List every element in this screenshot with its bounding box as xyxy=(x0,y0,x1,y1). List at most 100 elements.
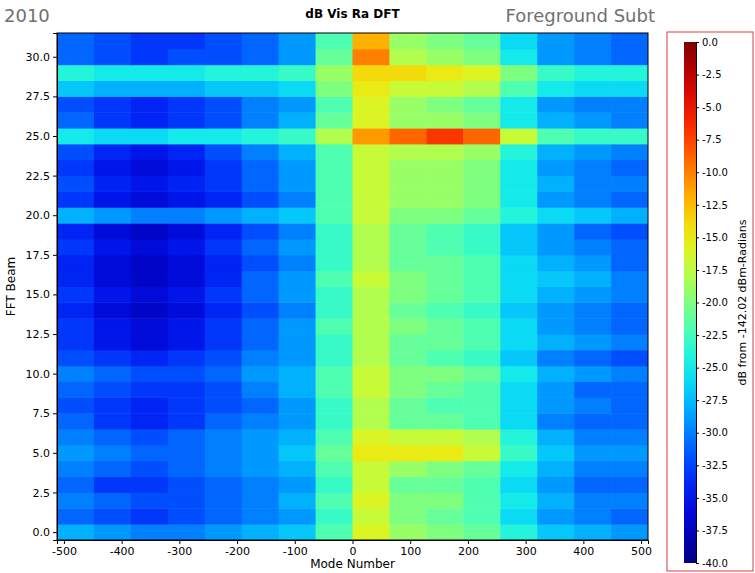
heatmap-cell xyxy=(574,492,611,508)
heatmap-cell xyxy=(537,350,574,366)
heatmap-cell xyxy=(389,176,426,192)
heatmap-cell xyxy=(353,350,390,366)
heatmap-cell xyxy=(574,49,611,65)
heatmap-cell xyxy=(500,160,537,176)
heatmap-cell xyxy=(168,128,205,144)
heatmap-cell xyxy=(242,366,279,382)
heatmap-cell xyxy=(389,96,426,112)
tick: 27.5 xyxy=(26,90,58,103)
heatmap-cell xyxy=(316,524,353,540)
x-axis-title: Mode Number xyxy=(310,557,395,571)
heatmap-cell xyxy=(205,255,242,271)
heatmap-cell xyxy=(279,112,316,128)
heatmap-cell xyxy=(611,49,648,65)
heatmap-cell xyxy=(57,223,94,239)
heatmap-cell xyxy=(389,302,426,318)
heatmap-cell xyxy=(426,271,463,287)
heatmap-cell xyxy=(500,207,537,223)
tick: 0.0 xyxy=(33,526,58,539)
heatmap-cell xyxy=(242,318,279,334)
heatmap-cell xyxy=(131,49,168,65)
heatmap-cell xyxy=(168,445,205,461)
heatmap-cell xyxy=(500,461,537,477)
heatmap-cell xyxy=(426,429,463,445)
heatmap-cell xyxy=(463,524,500,540)
heatmap-cell xyxy=(463,429,500,445)
heatmap-cell xyxy=(353,492,390,508)
tick-label: 25.0 xyxy=(26,130,51,143)
y-axis: 0.02.55.07.510.012.515.017.520.022.525.0… xyxy=(26,34,58,541)
heatmap-cell xyxy=(168,508,205,524)
heatmap-cell xyxy=(131,508,168,524)
heatmap-cell xyxy=(131,128,168,144)
heatmap-cell xyxy=(205,413,242,429)
heatmap-cell xyxy=(131,239,168,255)
tick: 400 xyxy=(573,540,594,558)
tick-label: -15.0 xyxy=(702,232,728,243)
tick: -22.5 xyxy=(696,330,728,341)
heatmap-cell xyxy=(242,49,279,65)
axis-line xyxy=(697,43,700,564)
heatmap-cell xyxy=(574,223,611,239)
heatmap-cell xyxy=(574,287,611,303)
heatmap-cell xyxy=(316,112,353,128)
tick: -300 xyxy=(167,540,192,558)
tick-mark xyxy=(122,540,123,544)
heatmap-cell xyxy=(242,191,279,207)
heatmap-cell xyxy=(316,318,353,334)
heatmap-cell xyxy=(611,239,648,255)
tick: -25.0 xyxy=(696,362,728,373)
heatmap-cell xyxy=(131,461,168,477)
heatmap-cell xyxy=(242,33,279,49)
heatmap-cell xyxy=(426,413,463,429)
heatmap-cell xyxy=(537,128,574,144)
heatmap-cell xyxy=(611,397,648,413)
tick-label: -17.5 xyxy=(702,265,728,276)
heatmap-cell xyxy=(463,492,500,508)
heatmap-cell xyxy=(353,397,390,413)
tick: -7.5 xyxy=(696,134,722,145)
tick-label: 20.0 xyxy=(26,209,51,222)
tick-mark xyxy=(53,492,57,493)
tick: 7.5 xyxy=(33,407,58,420)
heatmap-cell xyxy=(131,413,168,429)
heatmap-cell xyxy=(537,271,574,287)
tick-label: -32.5 xyxy=(702,460,728,471)
tick: 30.0 xyxy=(26,51,58,64)
tick-mark xyxy=(696,368,699,369)
heatmap-cell xyxy=(389,191,426,207)
heatmap-cell xyxy=(279,223,316,239)
heatmap-cell xyxy=(463,271,500,287)
tick: 25.0 xyxy=(26,130,58,143)
heatmap-cell xyxy=(537,207,574,223)
heatmap-cell xyxy=(168,207,205,223)
heatmap-cell xyxy=(242,461,279,477)
tick-label: -10.0 xyxy=(702,167,728,178)
tick-label: 300 xyxy=(516,545,537,558)
heatmap-cell xyxy=(611,65,648,81)
heatmap-cell xyxy=(57,302,94,318)
heatmap-cell xyxy=(57,318,94,334)
heatmap-cell xyxy=(389,144,426,160)
heatmap-cell xyxy=(389,271,426,287)
tick: 20.0 xyxy=(26,209,58,222)
heatmap-cell xyxy=(168,49,205,65)
heatmap-cell xyxy=(205,128,242,144)
heatmap-cell xyxy=(242,287,279,303)
heatmap-cell xyxy=(574,176,611,192)
heatmap-cell xyxy=(500,508,537,524)
heatmap-cell xyxy=(426,223,463,239)
heatmap-cell xyxy=(205,302,242,318)
tick-mark xyxy=(696,270,699,271)
heatmap-cell xyxy=(168,318,205,334)
heatmap-cell xyxy=(316,191,353,207)
tick: 100 xyxy=(400,540,421,558)
heatmap-cell xyxy=(242,429,279,445)
heatmap-cell xyxy=(574,191,611,207)
heatmap-cell xyxy=(500,49,537,65)
tick-mark xyxy=(696,107,699,108)
heatmap-cell xyxy=(353,461,390,477)
heatmap-cell xyxy=(279,144,316,160)
heatmap-cell xyxy=(316,366,353,382)
heatmap-cell xyxy=(279,461,316,477)
